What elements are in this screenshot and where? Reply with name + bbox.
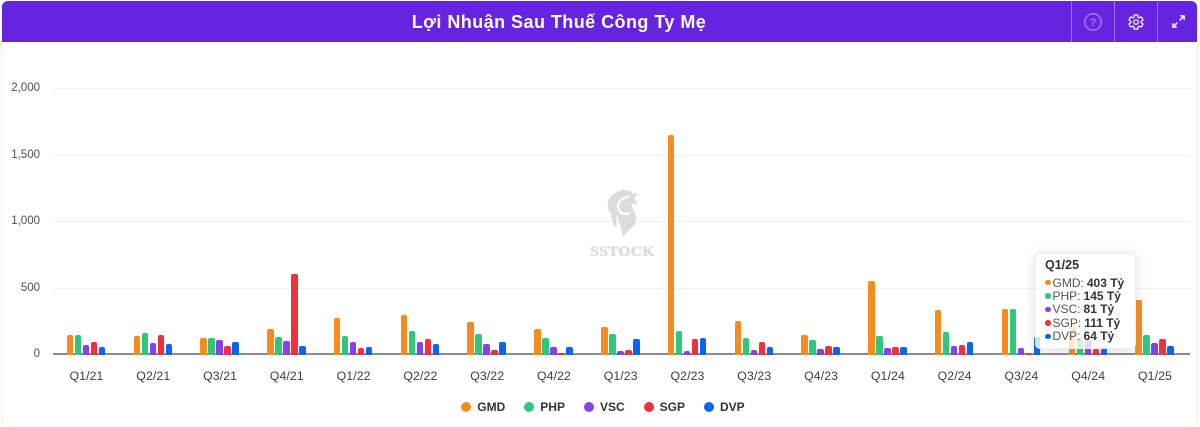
svg-text:?: ? [1089,17,1096,29]
